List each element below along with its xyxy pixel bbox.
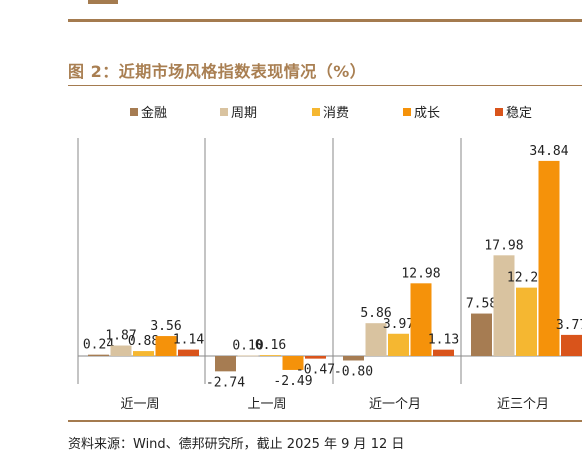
legend-label: 消费: [323, 106, 349, 121]
data-label: 17.98: [484, 238, 523, 253]
figure-title: 图 2：近期市场风格指数表现情况（%）: [68, 62, 367, 81]
bar: [493, 255, 515, 356]
data-label: 34.84: [529, 144, 568, 159]
legend-label: 成长: [414, 106, 440, 121]
bar: [237, 355, 259, 357]
data-label: 7.58: [466, 297, 497, 312]
data-label: 12.98: [401, 266, 440, 281]
data-label: 12.21: [507, 271, 546, 286]
data-label: 3.56: [150, 319, 181, 334]
header-tab-mark: [88, 0, 118, 4]
data-label: 0.10: [232, 338, 263, 353]
bar: [282, 356, 304, 370]
bar: [365, 323, 387, 356]
header-rule: [68, 19, 582, 22]
data-label: 0.24: [83, 338, 114, 353]
bar: [410, 283, 432, 356]
category-label: 近三个月: [497, 397, 549, 412]
legend-swatch: [130, 108, 138, 116]
bar: [471, 313, 492, 356]
data-label: 1.14: [173, 333, 204, 348]
data-label: -2.74: [206, 375, 245, 390]
bar: [133, 351, 154, 356]
bar: [343, 356, 364, 361]
bar: [178, 349, 199, 356]
data-label: 3.77: [556, 318, 582, 333]
bar: [88, 354, 109, 356]
data-label: 5.86: [360, 306, 391, 321]
data-label: 1.13: [428, 333, 459, 348]
footer-rule: [68, 420, 582, 422]
bar: [538, 160, 560, 356]
category-label: 近一个月: [369, 397, 421, 412]
legend-swatch: [495, 108, 503, 116]
legend-label: 稳定: [506, 105, 532, 121]
legend-swatch: [403, 108, 411, 116]
bar: [155, 336, 177, 356]
category-label: 近一周: [120, 397, 159, 412]
data-label: 3.97: [383, 317, 414, 332]
bar: [305, 356, 326, 359]
legend-swatch: [312, 108, 320, 116]
title-rule: [68, 85, 582, 86]
legend-label: 金融: [141, 105, 167, 121]
bar: [110, 345, 132, 356]
source-note: 资料来源：Wind、德邦研究所，截止 2025 年 9 月 12 日: [68, 437, 405, 452]
category-label: 上一周: [247, 397, 286, 412]
data-label: -2.49: [273, 374, 312, 389]
bar: [260, 355, 281, 356]
bar-chart: 金融 周期 消费 成长 稳定 0.241.870.883.561.14 近一周 -2.74 0.…: [77, 105, 582, 412]
data-label: 0.16: [255, 338, 286, 353]
legend-label: 周期: [231, 106, 257, 121]
bar: [388, 333, 409, 356]
data-label: 0.88: [128, 334, 159, 349]
bar: [215, 356, 236, 372]
data-label: 1.87: [105, 329, 136, 344]
bar: [561, 334, 582, 356]
data-label: -0.47: [296, 363, 335, 378]
bar: [433, 349, 454, 356]
data-label: -0.80: [334, 364, 373, 379]
legend-swatch: [220, 108, 228, 116]
bar: [516, 287, 537, 356]
